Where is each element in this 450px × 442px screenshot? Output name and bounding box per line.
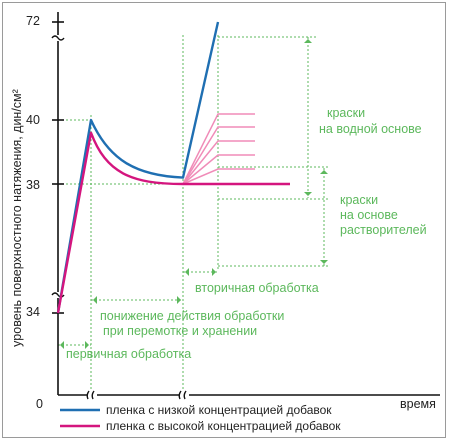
legend-label-low: пленка с низкой концентрацией добавок bbox=[106, 403, 332, 417]
annotation-solvent-2: на основе bbox=[340, 208, 398, 222]
fan-line-1 bbox=[182, 113, 255, 185]
chart-labels: уровень поверхностного натяжения, дин/см… bbox=[10, 14, 436, 411]
annotation-decline-1: понижение действия обработки bbox=[100, 309, 284, 323]
annotation-water-1: краски bbox=[327, 106, 365, 120]
annotation-solvent-1: краски bbox=[340, 193, 378, 207]
annotation-decline-2: при перемотке и хранении bbox=[103, 324, 257, 338]
series-low-concentration bbox=[56, 21, 220, 314]
legend: пленка с низкой концентрацией добавок пл… bbox=[60, 403, 341, 433]
arrow-decline-right bbox=[177, 296, 181, 304]
series-lines bbox=[56, 21, 290, 314]
y-axis-label: уровень поверхностного натяжения, дин/см… bbox=[10, 89, 24, 347]
legend-label-high: пленка с высокой концентрацией добавок bbox=[106, 419, 341, 433]
annotation-solvent-3: растворителей bbox=[340, 223, 427, 237]
arrow-primary-left bbox=[60, 341, 64, 349]
annotation-secondary: вторичная обработка bbox=[195, 281, 319, 295]
annotation-water-2: на водной основе bbox=[319, 122, 422, 136]
x-axis-break-1 bbox=[86, 390, 95, 400]
origin-label: 0 bbox=[36, 397, 43, 411]
y-axis-break-lower bbox=[51, 292, 65, 298]
ytick-label-38: 38 bbox=[26, 178, 40, 192]
arrow-primary-right bbox=[85, 341, 89, 349]
fan-line-4 bbox=[182, 154, 255, 185]
arrow-solvent-top bbox=[320, 170, 328, 174]
x-axis-label: время bbox=[400, 397, 436, 411]
x-axis-break-2 bbox=[178, 390, 187, 400]
ytick-label-34: 34 bbox=[26, 305, 40, 319]
guide-lines bbox=[58, 35, 330, 395]
fan-line-2 bbox=[182, 126, 255, 185]
arrow-water-top bbox=[304, 39, 312, 43]
arrow-decline-left bbox=[93, 296, 97, 304]
ytick-label-40: 40 bbox=[26, 113, 40, 127]
arrow-solvent-bottom bbox=[320, 260, 328, 264]
annotation-primary: первичная обработка bbox=[66, 347, 191, 361]
ytick-label-72: 72 bbox=[26, 14, 40, 28]
axes bbox=[51, 12, 440, 400]
series-high-concentration bbox=[56, 131, 290, 314]
arrow-water-bottom bbox=[304, 192, 312, 196]
fan-line-3 bbox=[182, 140, 255, 185]
arrow-secondary-right bbox=[212, 268, 216, 276]
fan-line-5 bbox=[182, 168, 255, 185]
arrow-secondary-left bbox=[185, 268, 189, 276]
y-axis-break-upper bbox=[51, 35, 65, 41]
